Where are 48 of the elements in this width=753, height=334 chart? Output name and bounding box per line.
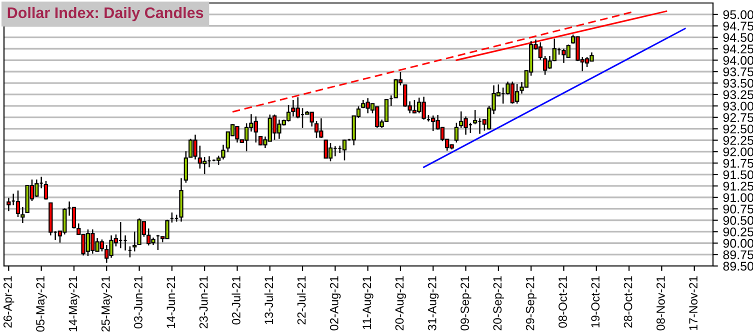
x-tick-label: 14-Jun-21 — [166, 276, 176, 328]
y-tick-label: 92.25 — [723, 136, 753, 145]
y-tick-label: 91.75 — [723, 158, 753, 168]
candlestick — [44, 180, 48, 200]
x-tick-label: 05-May-21 — [36, 276, 47, 332]
candlestick — [342, 139, 347, 161]
x-tick-label: 29-Sep-21 — [526, 276, 537, 330]
x-tick-label: 17-Nov-21 — [689, 276, 698, 330]
candlestick — [473, 109, 478, 125]
candlestick — [454, 122, 459, 144]
x-tick-label: 20-Aug-21 — [395, 276, 406, 330]
candlestick — [286, 104, 291, 122]
x-tick-label: 08-Nov-21 — [656, 276, 665, 330]
candlestick — [132, 231, 137, 252]
x-tick-label: 03-Jun-21 — [134, 276, 142, 328]
y-tick-label: 92.75 — [723, 113, 753, 122]
x-tick-label: 22-Jul-21 — [297, 276, 306, 324]
candlestick — [221, 144, 226, 160]
candlestick — [184, 150, 188, 184]
y-tick-label: 94.25 — [723, 44, 753, 54]
candlestick — [6, 197, 11, 212]
x-tick-label: 26-Apr-21 — [3, 276, 14, 328]
y-tick-label: 91.25 — [723, 182, 753, 191]
y-tick-label: 93.75 — [723, 67, 753, 76]
x-tick-label: 25-May-21 — [101, 276, 112, 332]
x-tick-label: 09-Sep-21 — [460, 276, 472, 330]
x-tick-label: 02-Aug-21 — [330, 276, 341, 330]
y-tick-label: 94.75 — [723, 22, 753, 31]
x-tick-label: 31-Aug-21 — [428, 276, 439, 330]
y-tick-label: 90.25 — [723, 227, 753, 236]
x-tick-label: 14-May-21 — [68, 276, 80, 332]
y-tick-label: 90.75 — [723, 204, 753, 214]
x-tick-label: 28-Oct-21 — [624, 276, 632, 328]
candlestick — [72, 206, 76, 230]
x-tick-label: 08-Oct-21 — [558, 276, 567, 328]
x-tick-label: 13-Jul-21 — [264, 276, 274, 324]
chart-title: Dollar Index: Daily Candles — [8, 6, 204, 22]
candlestick — [216, 155, 221, 166]
y-tick-label: 89.75 — [723, 250, 753, 260]
candlestick — [16, 190, 20, 218]
x-tick-label: 20-Sep-21 — [493, 276, 504, 330]
candlestick — [328, 142, 333, 162]
candlestick — [20, 206, 25, 224]
x-tick-label: 19-Oct-21 — [591, 276, 600, 328]
x-tick-label: 23-Jun-21 — [199, 276, 208, 328]
y-tick-label: 93.25 — [723, 90, 753, 100]
x-tick-label: 02-Jul-21 — [232, 276, 240, 324]
x-tick-label: 11-Aug-21 — [362, 276, 374, 330]
